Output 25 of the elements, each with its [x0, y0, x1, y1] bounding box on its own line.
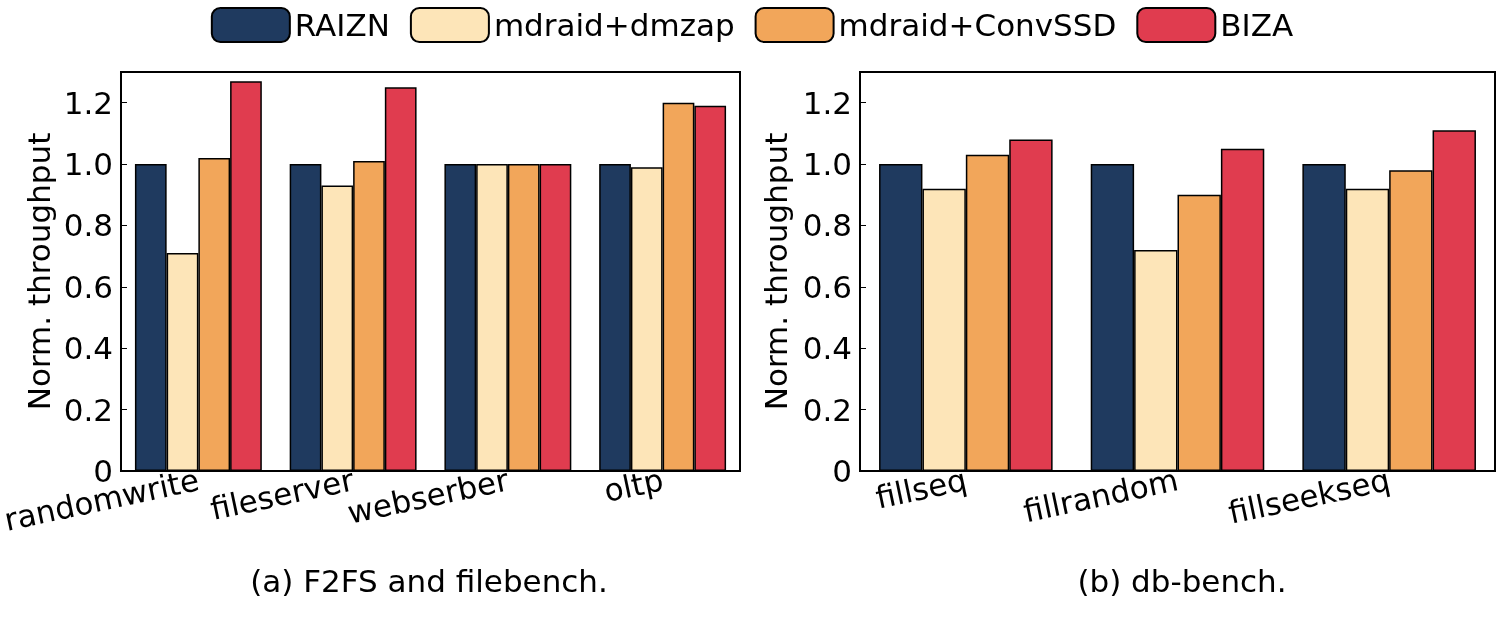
x-tick-label: fillrandom: [1020, 461, 1182, 530]
y-tick-label: 1.0: [63, 146, 113, 183]
legend-label: mdraid+ConvSSD: [838, 7, 1117, 43]
y-axis-title: Norm. throughput: [21, 132, 58, 411]
text: (b) db-bench.: [1077, 562, 1287, 599]
y-tick-label: 1.2: [802, 84, 852, 121]
y-tick-label: 0: [832, 453, 852, 489]
legend-label: mdraid+dmzap: [493, 7, 735, 43]
y-axis-title: Norm. throughput: [758, 132, 795, 411]
y-tick-label: 0.8: [63, 207, 113, 244]
y-tick-label: 1.0: [802, 146, 852, 183]
y-tick-label: 1.2: [63, 84, 113, 121]
y-tick-label: 0.4: [802, 330, 852, 367]
x-tick-label: fillseq: [872, 461, 970, 516]
y-tick-label: 0.2: [802, 391, 852, 428]
y-tick-label: 0.6: [802, 268, 852, 305]
y-tick-label: 0.4: [63, 330, 113, 367]
legend-label: RAIZN: [294, 7, 390, 43]
y-tick-label: 0.2: [63, 391, 113, 428]
y-tick-label: 0.8: [802, 207, 852, 244]
x-tick-label: fillseekseq: [1225, 461, 1393, 531]
y-tick-label: 0.6: [63, 268, 113, 305]
legend-label: BIZA: [1220, 7, 1294, 43]
text: (a) F2FS and filebench.: [250, 562, 608, 599]
x-tick-label: oltp: [600, 461, 667, 509]
